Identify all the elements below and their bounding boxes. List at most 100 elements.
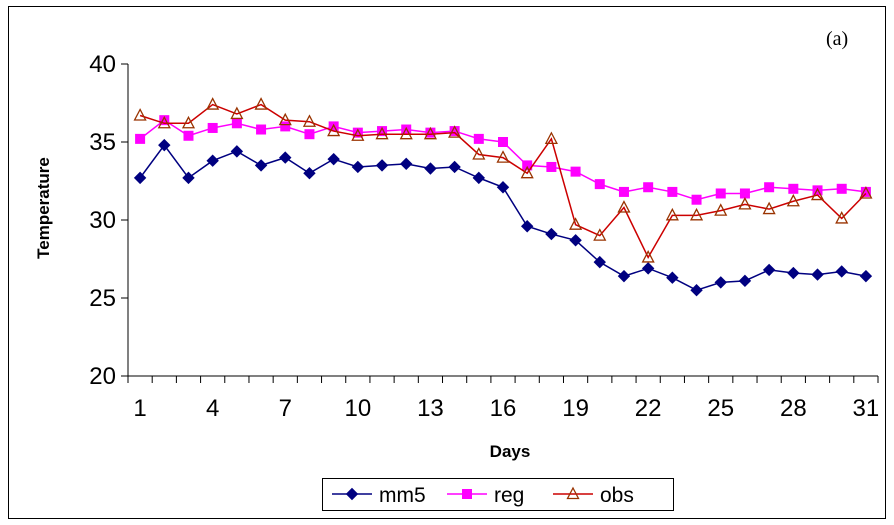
- data-point-reg: [304, 129, 315, 140]
- legend-entry-reg: reg: [447, 484, 524, 507]
- legend-label: mm5: [379, 484, 426, 507]
- data-point-mm5: [520, 220, 534, 233]
- data-point-obs: [496, 150, 510, 163]
- x-tick-label: 31: [853, 395, 880, 422]
- data-point-mm5: [545, 227, 558, 241]
- data-point-mm5: [448, 160, 461, 174]
- data-point-obs: [157, 115, 171, 129]
- data-point-obs: [254, 97, 268, 110]
- data-point-reg: [135, 133, 146, 144]
- data-point-mm5: [617, 269, 631, 283]
- data-point-obs: [738, 196, 752, 210]
- chart-annotation: (a): [826, 28, 848, 50]
- data-point-mm5: [690, 283, 703, 297]
- data-point-reg: [231, 118, 242, 129]
- data-point-obs: [786, 193, 800, 207]
- data-point-obs: [593, 228, 607, 241]
- data-point-reg: [280, 121, 291, 132]
- data-point-obs: [472, 147, 486, 160]
- data-point-mm5: [424, 162, 437, 175]
- data-point-obs: [375, 126, 389, 140]
- data-point-mm5: [133, 171, 147, 185]
- data-point-mm5: [206, 154, 219, 167]
- data-point-mm5: [496, 181, 510, 194]
- data-point-mm5: [738, 274, 752, 288]
- x-tick-label: 10: [344, 395, 371, 422]
- data-point-mm5: [859, 269, 873, 283]
- data-point-obs: [689, 207, 704, 221]
- data-point-obs: [448, 125, 462, 138]
- series-obs: [133, 97, 873, 263]
- data-point-obs: [327, 123, 341, 137]
- data-point-mm5: [279, 151, 292, 164]
- data-point-mm5: [182, 171, 195, 185]
- x-tick-label: 4: [206, 395, 219, 422]
- y-axis-title: Temperature: [34, 157, 53, 259]
- data-point-obs: [544, 131, 558, 145]
- data-point-mm5: [787, 266, 800, 280]
- data-point-obs: [520, 165, 534, 179]
- data-point-obs: [859, 186, 873, 199]
- data-point-obs: [762, 201, 776, 215]
- data-point-obs: [351, 128, 365, 141]
- data-point-mm5: [762, 263, 776, 277]
- series-line-obs: [139, 103, 867, 260]
- data-point-obs: [569, 217, 583, 230]
- x-tick-label: 13: [417, 395, 444, 422]
- data-point-mm5: [666, 271, 679, 284]
- axes: 20 25 30 35 40 1 4 7 10 13 16 19 22 25 28 31: [89, 51, 879, 422]
- legend-swatch-marker: [462, 489, 472, 499]
- data-point-mm5: [303, 166, 316, 180]
- data-point-reg: [788, 183, 799, 194]
- data-point-reg: [594, 179, 605, 190]
- data-point-obs: [617, 200, 631, 213]
- data-point-obs: [399, 126, 413, 140]
- x-tick-label: 28: [780, 395, 807, 422]
- y-tick-label: 20: [89, 363, 116, 390]
- data-point-obs: [423, 126, 437, 140]
- data-point-mm5: [835, 265, 848, 278]
- chart-frame: [8, 6, 886, 519]
- data-point-reg: [570, 166, 581, 177]
- data-point-mm5: [400, 157, 413, 171]
- y-tick-label: 25: [89, 285, 116, 312]
- data-point-mm5: [472, 171, 486, 185]
- data-point-reg: [377, 126, 388, 137]
- data-point-reg: [546, 161, 557, 172]
- y-tick-label: 35: [89, 129, 116, 156]
- data-point-reg: [207, 122, 218, 133]
- data-point-reg: [667, 186, 678, 197]
- data-point-obs: [206, 97, 220, 110]
- data-point-mm5: [351, 160, 365, 174]
- data-point-obs: [714, 203, 728, 216]
- x-tick-label: 22: [635, 395, 662, 422]
- data-point-reg: [739, 188, 750, 199]
- legend-swatch-marker: [566, 486, 580, 500]
- data-point-mm5: [641, 262, 655, 275]
- y-tick-label: 40: [89, 51, 116, 78]
- data-point-obs: [278, 112, 292, 126]
- y-tick-label: 30: [89, 207, 116, 234]
- x-tick-label: 16: [490, 395, 517, 422]
- legend-label: reg: [494, 484, 524, 507]
- data-point-reg: [256, 124, 267, 135]
- data-point-mm5: [158, 138, 171, 152]
- data-point-reg: [764, 182, 775, 193]
- data-point-reg: [836, 183, 847, 194]
- x-tick-label: 7: [279, 395, 292, 422]
- legend-label: obs: [600, 484, 634, 507]
- data-point-reg: [352, 127, 363, 138]
- data-point-reg: [643, 182, 654, 193]
- data-point-reg: [498, 137, 508, 147]
- data-point-obs: [302, 114, 317, 127]
- x-tick-label: 19: [562, 395, 589, 422]
- data-point-obs: [641, 250, 655, 263]
- data-point-obs: [133, 108, 147, 121]
- data-point-reg: [522, 160, 533, 171]
- data-point-mm5: [714, 276, 727, 289]
- data-point-mm5: [811, 268, 824, 281]
- legend-entry-obs: obs: [553, 484, 634, 507]
- data-point-mm5: [327, 152, 340, 166]
- legend: mm5 reg obs: [322, 478, 674, 511]
